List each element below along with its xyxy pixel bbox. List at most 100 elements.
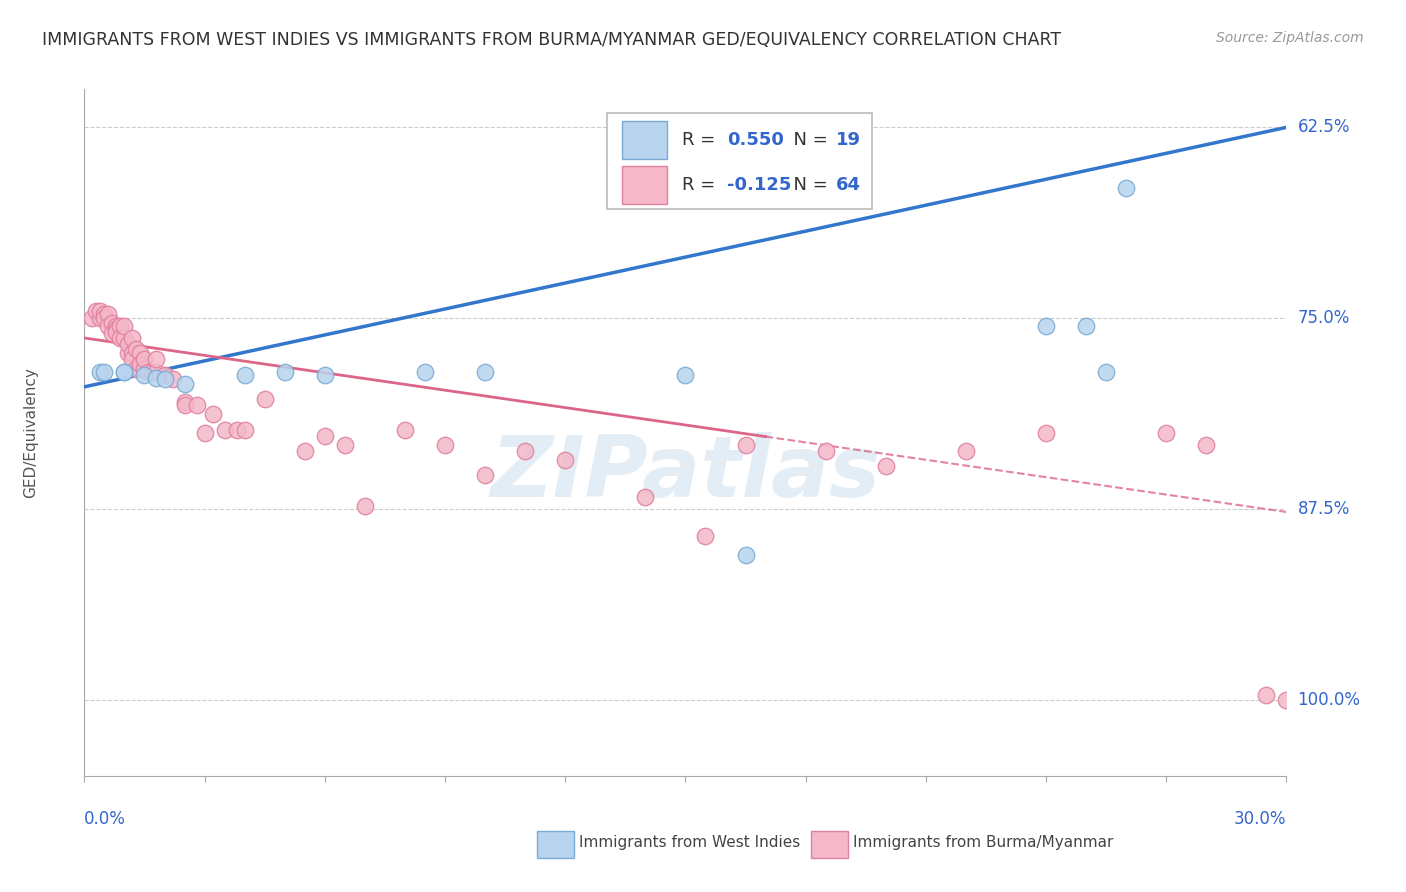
- Point: [814, 444, 837, 458]
- Point: [134, 368, 156, 382]
- Text: 64: 64: [835, 177, 860, 194]
- FancyBboxPatch shape: [621, 167, 668, 204]
- Point: [554, 453, 576, 467]
- Point: [201, 407, 224, 421]
- Point: [114, 365, 135, 379]
- Point: [1035, 318, 1057, 333]
- Point: [1076, 318, 1098, 333]
- Text: 87.5%: 87.5%: [1298, 500, 1350, 518]
- Point: [129, 346, 152, 360]
- Point: [1035, 425, 1057, 440]
- Point: [1275, 692, 1298, 706]
- Point: [955, 444, 977, 458]
- Point: [1115, 181, 1137, 195]
- Point: [110, 318, 132, 333]
- Point: [394, 423, 416, 437]
- Point: [89, 303, 111, 318]
- Point: [153, 372, 176, 386]
- Point: [125, 342, 148, 356]
- Point: [474, 468, 496, 483]
- Text: N =: N =: [782, 177, 834, 194]
- Point: [89, 311, 111, 326]
- Point: [214, 423, 236, 437]
- Text: R =: R =: [682, 131, 721, 149]
- Point: [86, 303, 108, 318]
- Point: [274, 365, 297, 379]
- Point: [173, 398, 195, 412]
- Point: [413, 365, 436, 379]
- Point: [434, 438, 457, 452]
- Point: [1256, 688, 1278, 702]
- Point: [225, 423, 247, 437]
- Text: Source: ZipAtlas.com: Source: ZipAtlas.com: [1216, 31, 1364, 45]
- Point: [695, 529, 717, 543]
- Text: GED/Equivalency: GED/Equivalency: [22, 368, 38, 498]
- Point: [145, 370, 167, 384]
- Point: [314, 428, 336, 442]
- Point: [93, 307, 115, 321]
- Point: [294, 444, 316, 458]
- Point: [233, 423, 256, 437]
- Text: Immigrants from West Indies: Immigrants from West Indies: [579, 836, 800, 850]
- Point: [474, 365, 496, 379]
- Text: 0.550: 0.550: [727, 131, 785, 149]
- Point: [125, 361, 148, 376]
- Text: R =: R =: [682, 177, 721, 194]
- Point: [121, 352, 143, 367]
- Point: [89, 365, 111, 379]
- Point: [105, 322, 128, 336]
- Point: [1295, 734, 1317, 748]
- Point: [734, 438, 756, 452]
- Point: [129, 357, 152, 371]
- Point: [314, 368, 336, 382]
- Point: [1095, 365, 1118, 379]
- Point: [121, 331, 143, 345]
- Point: [354, 499, 377, 513]
- Point: [114, 331, 135, 345]
- Point: [114, 318, 135, 333]
- Point: [141, 365, 163, 379]
- Point: [145, 352, 167, 367]
- Text: 19: 19: [835, 131, 860, 149]
- Text: IMMIGRANTS FROM WEST INDIES VS IMMIGRANTS FROM BURMA/MYANMAR GED/EQUIVALENCY COR: IMMIGRANTS FROM WEST INDIES VS IMMIGRANT…: [42, 31, 1062, 49]
- Point: [134, 361, 156, 376]
- Text: 0.0%: 0.0%: [84, 810, 127, 829]
- Point: [97, 307, 120, 321]
- Point: [101, 326, 124, 341]
- Point: [97, 318, 120, 333]
- Point: [117, 346, 139, 360]
- Point: [173, 395, 195, 409]
- Point: [153, 368, 176, 382]
- FancyBboxPatch shape: [607, 113, 872, 210]
- Point: [101, 316, 124, 330]
- Text: -0.125: -0.125: [727, 177, 792, 194]
- Point: [82, 311, 104, 326]
- Text: 100.0%: 100.0%: [1298, 690, 1361, 709]
- Point: [634, 490, 657, 504]
- Point: [515, 444, 537, 458]
- Point: [117, 337, 139, 351]
- Point: [105, 325, 128, 339]
- Point: [114, 365, 135, 379]
- Point: [93, 365, 115, 379]
- Point: [734, 548, 756, 562]
- Point: [194, 425, 217, 440]
- Point: [110, 331, 132, 345]
- Point: [138, 365, 160, 379]
- Point: [134, 352, 156, 367]
- Point: [93, 311, 115, 326]
- Point: [1195, 438, 1218, 452]
- Point: [675, 368, 697, 382]
- Point: [121, 346, 143, 360]
- Text: 62.5%: 62.5%: [1298, 119, 1350, 136]
- Point: [173, 376, 195, 391]
- Point: [105, 318, 128, 333]
- Text: ZIPatlas: ZIPatlas: [491, 433, 880, 516]
- Point: [186, 398, 208, 412]
- Text: 75.0%: 75.0%: [1298, 310, 1350, 327]
- Point: [145, 365, 167, 379]
- Point: [1156, 425, 1178, 440]
- FancyBboxPatch shape: [621, 121, 668, 159]
- Text: N =: N =: [782, 131, 834, 149]
- Point: [875, 459, 897, 474]
